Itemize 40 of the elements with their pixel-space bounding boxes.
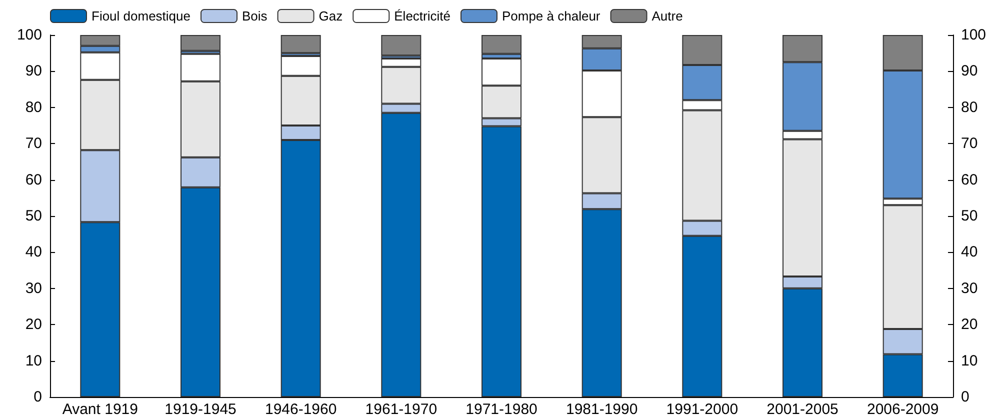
y-tick-label: 90 (25, 62, 42, 80)
x-tick-label: 1919-1945 (164, 401, 236, 418)
bar (180, 35, 220, 51)
y-tick-label: 100 (16, 26, 42, 44)
legend-label: Gaz (318, 8, 343, 24)
legend-label: Autre (652, 8, 683, 24)
y2-tick-label: 100 (961, 26, 986, 44)
y2-tick-label: 20 (961, 316, 978, 334)
legend-label: Fioul domestique (92, 8, 190, 24)
y-tick-label: 30 (25, 280, 42, 297)
legend-label: Pompe à chaleur (502, 8, 601, 24)
bar (280, 35, 321, 54)
x-tick-label: 1981-1990 (566, 401, 638, 418)
legend-label: Électricité (394, 8, 450, 24)
y-tick-label: 70 (25, 135, 42, 152)
x-tick-label: 1961-1970 (365, 401, 438, 418)
y2-tick-label: 80 (961, 98, 978, 116)
y-tick-label: 80 (25, 98, 42, 116)
y-tick-label: 0 (34, 388, 42, 406)
y-tick-label: 50 (25, 208, 42, 224)
x-tick-label: 1971-1980 (466, 401, 538, 418)
y2-tick-label: 40 (961, 244, 978, 261)
legend-label: Bois (242, 8, 268, 24)
y2-tick-label: 60 (961, 171, 978, 188)
y2-tick-label: 30 (961, 280, 978, 297)
y2-tick-label: 0 (961, 388, 970, 406)
y-tick-label: 60 (25, 171, 42, 188)
y2-tick-label: 90 (961, 62, 978, 80)
y2-tick-label: 50 (961, 208, 978, 224)
y-tick-label: 40 (25, 244, 42, 261)
x-tick-label: Avant 1919 (62, 401, 138, 418)
y-tick-label: 20 (25, 316, 42, 334)
y2-tick-label: 10 (961, 352, 978, 370)
x-tick-label: 2006-2009 (866, 401, 939, 418)
x-tick-label: 2001-2005 (766, 401, 838, 418)
bar (381, 35, 422, 56)
x-tick-label: 1991-2000 (666, 401, 738, 418)
y-tick-label: 10 (25, 352, 42, 370)
x-tick-label: 1946-1960 (264, 401, 337, 418)
y2-tick-label: 70 (961, 135, 978, 152)
